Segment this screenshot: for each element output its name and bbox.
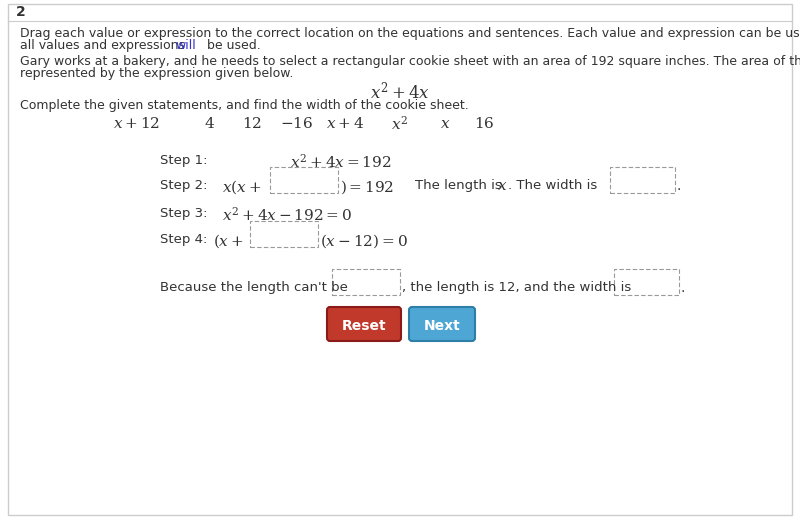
- Text: $x^2 + 4x - 192 = 0$: $x^2 + 4x - 192 = 0$: [222, 206, 352, 224]
- Text: Complete the given statements, and find the width of the cookie sheet.: Complete the given statements, and find …: [20, 99, 469, 112]
- Text: Step 4:: Step 4:: [160, 233, 207, 246]
- FancyBboxPatch shape: [270, 167, 338, 193]
- Text: $x(x +$: $x(x +$: [222, 178, 261, 196]
- Text: $x$: $x$: [497, 178, 507, 193]
- Text: , the length is 12, and the width is: , the length is 12, and the width is: [402, 281, 631, 294]
- Text: Because the length can't be: Because the length can't be: [160, 281, 348, 294]
- Text: Drag each value or expression to the correct location on the equations and sente: Drag each value or expression to the cor…: [20, 27, 800, 40]
- FancyBboxPatch shape: [332, 269, 400, 295]
- Text: $x^2 + 4x = 192$: $x^2 + 4x = 192$: [290, 153, 391, 171]
- Text: .: .: [681, 281, 686, 295]
- Text: Gary works at a bakery, and he needs to select a rectangular cookie sheet with a: Gary works at a bakery, and he needs to …: [20, 55, 800, 68]
- Text: Step 3:: Step 3:: [160, 207, 207, 220]
- FancyBboxPatch shape: [250, 221, 318, 247]
- Text: .: .: [677, 179, 682, 193]
- FancyBboxPatch shape: [614, 269, 679, 295]
- Text: $(x +$: $(x +$: [213, 232, 243, 250]
- Text: $x^2 + 4x$: $x^2 + 4x$: [370, 81, 430, 103]
- Text: Step 2:: Step 2:: [160, 179, 207, 192]
- Text: The length is: The length is: [415, 179, 506, 192]
- Text: $16$: $16$: [474, 116, 494, 131]
- Text: $x$: $x$: [440, 116, 450, 131]
- Text: will: will: [175, 39, 196, 52]
- Text: $-16$: $-16$: [280, 116, 314, 131]
- Text: $x + 4$: $x + 4$: [326, 116, 364, 131]
- FancyBboxPatch shape: [8, 4, 792, 515]
- Text: Next: Next: [424, 319, 460, 333]
- Text: be used.: be used.: [203, 39, 261, 52]
- Text: represented by the expression given below.: represented by the expression given belo…: [20, 67, 294, 80]
- FancyBboxPatch shape: [409, 307, 475, 341]
- Text: $4$: $4$: [205, 116, 215, 131]
- Text: . The width is: . The width is: [508, 179, 598, 192]
- FancyBboxPatch shape: [327, 307, 401, 341]
- Text: all values and expressions: all values and expressions: [20, 39, 189, 52]
- Text: $) = 192$: $) = 192$: [340, 178, 394, 196]
- FancyBboxPatch shape: [610, 167, 675, 193]
- Text: $12$: $12$: [242, 116, 262, 131]
- Text: Step 1:: Step 1:: [160, 154, 207, 167]
- Text: $x^2$: $x^2$: [391, 115, 409, 133]
- Text: Reset: Reset: [342, 319, 386, 333]
- Text: $x + 12$: $x + 12$: [114, 116, 161, 131]
- Text: 2: 2: [16, 5, 26, 19]
- Text: $(x - 12) = 0$: $(x - 12) = 0$: [320, 232, 408, 250]
